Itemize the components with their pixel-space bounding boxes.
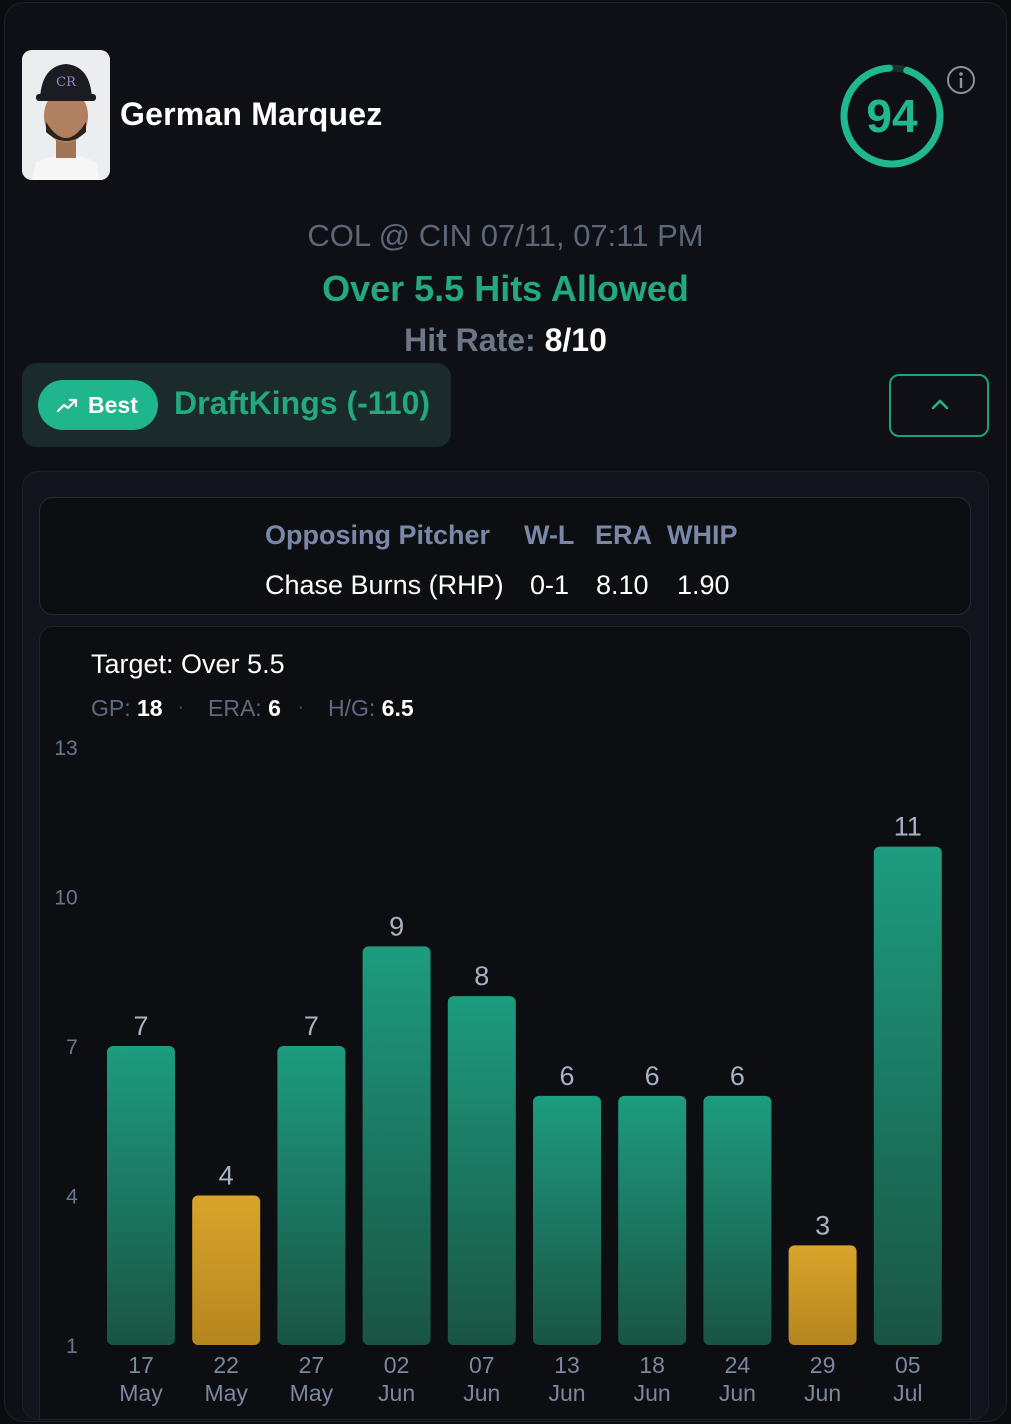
bar-05-jul[interactable] xyxy=(873,846,942,1345)
bar-value-label: 7 xyxy=(133,1011,148,1041)
pitcher-name: Chase Burns (RHP) xyxy=(265,570,504,600)
x-tick-day: 05 xyxy=(895,1352,921,1378)
y-tick-label: 10 xyxy=(54,887,77,910)
x-tick-month: May xyxy=(119,1380,163,1406)
stat-hpg-label: H/G: xyxy=(328,695,376,721)
collapse-button[interactable] xyxy=(889,374,989,437)
prop-line: Over 5.5 Hits Allowed xyxy=(322,268,689,309)
stat-hpg: H/G: 6.5 xyxy=(328,695,414,722)
bar-value-label: 6 xyxy=(730,1061,745,1091)
pitcher-whip: 1.90 xyxy=(677,570,730,600)
hit-rate: Hit Rate: 8/10 xyxy=(0,322,1011,359)
x-tick-day: 24 xyxy=(725,1352,751,1378)
x-tick-day: 29 xyxy=(810,1352,836,1378)
stat-era-label: ERA: xyxy=(208,695,262,721)
separator-dot: · xyxy=(177,693,185,719)
header-opposing-pitcher: Opposing Pitcher xyxy=(265,520,491,550)
best-book[interactable]: Best DraftKings (-110) xyxy=(22,363,451,447)
y-tick-label: 4 xyxy=(66,1186,78,1209)
bar-27-may[interactable] xyxy=(277,1046,346,1345)
x-tick-month: Jun xyxy=(634,1380,671,1406)
hit-rate-value: 8/10 xyxy=(544,322,607,358)
bar-value-label: 4 xyxy=(219,1161,234,1191)
bar-24-jun[interactable] xyxy=(703,1095,772,1345)
x-tick-day: 13 xyxy=(554,1352,580,1378)
x-tick-day: 22 xyxy=(213,1352,239,1378)
bar-value-label: 7 xyxy=(304,1011,319,1041)
bar-22-may[interactable] xyxy=(192,1195,261,1346)
x-tick-day: 07 xyxy=(469,1352,495,1378)
x-tick-day: 27 xyxy=(299,1352,325,1378)
hit-rate-label: Hit Rate: xyxy=(404,322,536,358)
x-tick-day: 02 xyxy=(384,1352,410,1378)
trending-up-icon xyxy=(56,398,78,413)
stat-era-value: 6 xyxy=(268,695,281,721)
matchup-info: COL @ CIN 07/11, 07:11 PM xyxy=(307,218,704,253)
bar-value-label: 3 xyxy=(815,1210,830,1240)
x-tick-month: Jul xyxy=(893,1380,922,1406)
x-tick-month: Jun xyxy=(548,1380,585,1406)
bar-value-label: 6 xyxy=(645,1061,660,1091)
player-avatar: CR xyxy=(22,50,110,180)
best-badge: Best xyxy=(38,380,158,430)
bar-13-jun[interactable] xyxy=(533,1095,601,1345)
y-tick-label: 13 xyxy=(54,737,77,760)
opposing-pitcher-table: Opposing Pitcher W-L ERA WHIP Chase Burn… xyxy=(39,497,971,615)
x-tick-month: Jun xyxy=(378,1380,415,1406)
x-tick-month: Jun xyxy=(719,1380,756,1406)
stat-gp-value: 18 xyxy=(137,695,163,721)
bar-02-jun[interactable] xyxy=(362,946,431,1345)
stat-gp-label: GP: xyxy=(91,695,131,721)
score-value: 94 xyxy=(866,90,918,142)
stat-era: ERA: 6 xyxy=(208,695,281,722)
info-icon[interactable] xyxy=(944,63,978,97)
y-tick-label: 7 xyxy=(66,1036,78,1059)
y-tick-label: 1 xyxy=(66,1335,78,1358)
chevron-up-icon xyxy=(931,399,949,410)
x-tick-month: May xyxy=(204,1380,248,1406)
player-name: German Marquez xyxy=(120,96,383,132)
score-ring xyxy=(840,64,944,168)
svg-text:CR: CR xyxy=(56,75,77,90)
stat-gp: GP: 18 xyxy=(91,695,163,722)
pitcher-era: 8.10 xyxy=(596,570,649,600)
separator-dot: · xyxy=(297,693,305,719)
stat-hpg-value: 6.5 xyxy=(381,695,414,721)
x-tick-month: May xyxy=(290,1380,334,1406)
best-label: Best xyxy=(88,392,138,418)
sportsbook-odds: DraftKings (-110) xyxy=(174,385,431,421)
confidence-score: 94 xyxy=(836,60,948,172)
bar-07-jun[interactable] xyxy=(447,996,516,1345)
bar-value-label: 11 xyxy=(894,812,922,842)
bar-17-may[interactable] xyxy=(107,1046,175,1345)
bar-value-label: 6 xyxy=(559,1061,574,1091)
header-era: ERA xyxy=(595,520,653,550)
x-tick-month: Jun xyxy=(804,1380,841,1406)
bar-18-jun[interactable] xyxy=(618,1095,687,1345)
pitcher-wl: 0-1 xyxy=(530,570,570,600)
bar-value-label: 9 xyxy=(389,911,404,941)
x-tick-day: 18 xyxy=(639,1352,665,1378)
x-tick-month: Jun xyxy=(463,1380,500,1406)
bar-29-jun[interactable] xyxy=(788,1245,857,1345)
x-tick-day: 17 xyxy=(128,1352,154,1378)
bar-value-label: 8 xyxy=(474,961,489,991)
target-label: Target: Over 5.5 xyxy=(91,649,285,679)
header-whip: WHIP xyxy=(667,520,738,550)
header-wl: W-L xyxy=(524,520,575,550)
